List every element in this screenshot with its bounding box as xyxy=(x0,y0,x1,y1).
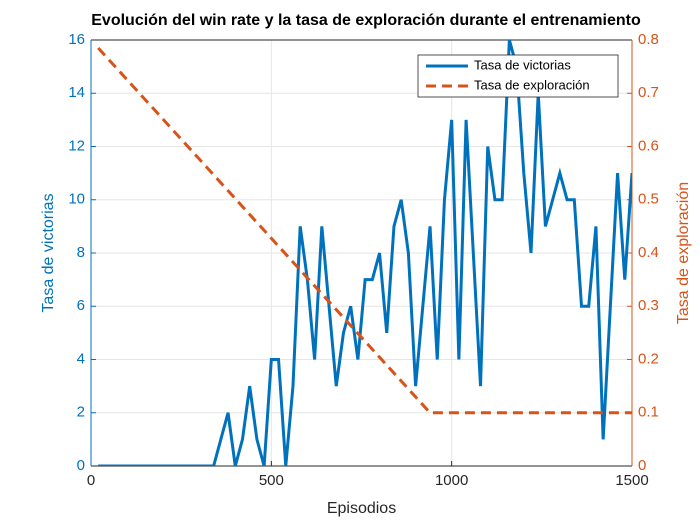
x-tick-label: 1000 xyxy=(435,472,468,489)
y2-tick-label: 0.2 xyxy=(638,350,659,367)
y2-tick-label: 0 xyxy=(638,457,646,474)
y-tick-label: 4 xyxy=(77,350,85,367)
y2-tick-label: 0.6 xyxy=(638,137,659,154)
y-tick-label: 14 xyxy=(68,84,85,101)
y-tick-label: 8 xyxy=(77,244,85,261)
y-axis-label: Tasa de victorias xyxy=(40,193,57,312)
x-tick-label: 500 xyxy=(259,472,284,489)
legend-label: Tasa de victorias xyxy=(474,57,571,72)
y2-tick-label: 0.1 xyxy=(638,404,659,421)
x-tick-label: 1500 xyxy=(615,472,648,489)
y-tick-label: 0 xyxy=(77,457,85,474)
y2-axis-label: Tasa de exploración xyxy=(675,182,692,324)
y-tick-label: 2 xyxy=(77,404,85,421)
plot-area xyxy=(97,40,632,466)
y2-tick-label: 0.4 xyxy=(638,244,659,261)
y-tick-label: 16 xyxy=(68,31,85,48)
y-tick-label: 10 xyxy=(68,191,85,208)
chart-title: Evolución del win rate y la tasa de expl… xyxy=(91,12,641,29)
x-axis-label: Episodios xyxy=(327,500,396,517)
y2-tick-label: 0.5 xyxy=(638,191,659,208)
data-line xyxy=(97,46,632,415)
legend-box xyxy=(417,54,619,98)
y2-tick-label: 0.8 xyxy=(638,31,659,48)
y-tick-label: 12 xyxy=(68,137,85,154)
y-tick-label: 6 xyxy=(77,297,85,314)
legend-label: Tasa de exploración xyxy=(474,77,590,92)
y2-tick-label: 0.3 xyxy=(638,297,659,314)
data-line xyxy=(98,40,632,466)
y2-tick-label: 0.7 xyxy=(638,84,659,101)
x-tick-label: 0 xyxy=(87,472,95,489)
